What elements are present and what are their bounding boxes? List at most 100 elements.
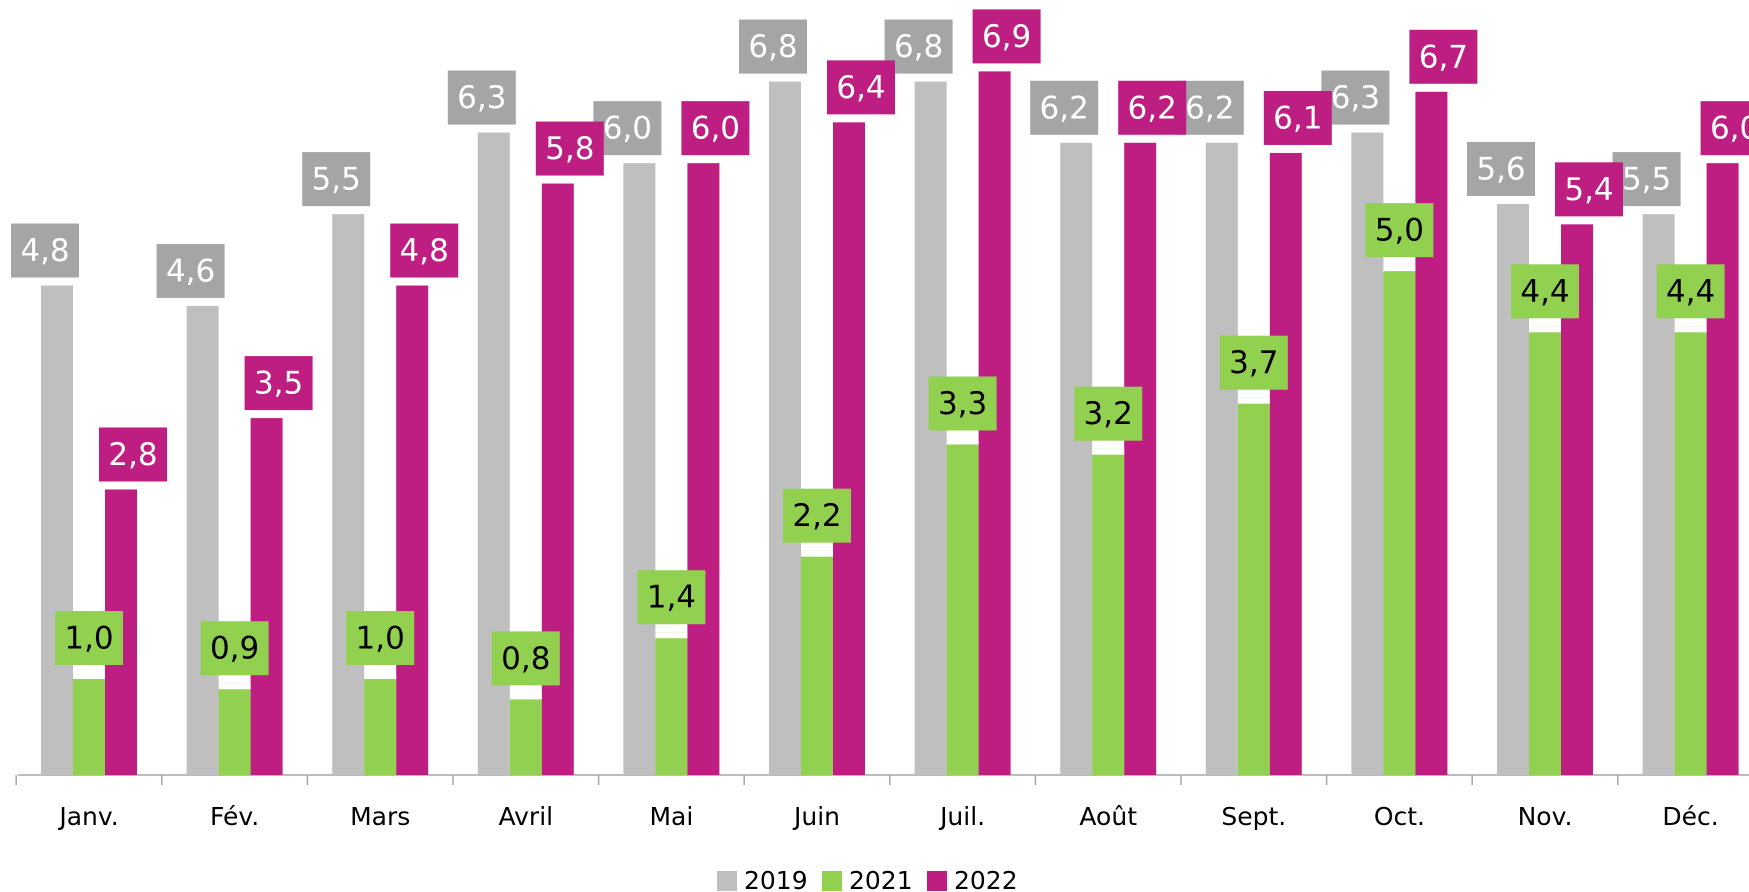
value-label-box: [1467, 141, 1535, 196]
value-label: 5,6: [1476, 151, 1525, 187]
value-label: 4,6: [166, 253, 215, 289]
bar: [687, 163, 720, 775]
value-label-box: [1511, 264, 1579, 319]
bar: [73, 673, 105, 775]
value-label-box: [302, 152, 371, 207]
value-label: 4,4: [1520, 274, 1569, 310]
value-label-box: [390, 223, 459, 278]
bar: [1706, 163, 1739, 775]
value-label: 6,8: [748, 29, 797, 65]
x-tick-label: Nov.: [1518, 802, 1573, 831]
x-tick-label: Oct.: [1374, 802, 1425, 831]
value-label-box: [447, 70, 516, 125]
value-label-box: [593, 101, 662, 156]
value-label: 4,4: [1666, 274, 1715, 310]
value-label: 6,2: [1128, 90, 1177, 126]
x-tick-label: Juil.: [938, 802, 985, 831]
value-label-box: [1555, 162, 1623, 217]
bar: [509, 693, 542, 775]
value-label-box: [1219, 335, 1288, 390]
value-label: 5,4: [1564, 172, 1613, 208]
bar: [364, 673, 397, 775]
value-label-box: [200, 621, 269, 676]
value-label-box: [1118, 80, 1187, 135]
label-gap: [1529, 326, 1561, 333]
bar: [801, 550, 833, 775]
value-label: 6,7: [1419, 39, 1468, 75]
value-label: 5,8: [545, 131, 594, 167]
label-gap: [1092, 448, 1125, 455]
value-label: 2,2: [792, 498, 841, 534]
label-gap: [509, 693, 542, 700]
value-label-box: [1656, 264, 1725, 319]
bar: [1415, 91, 1448, 776]
value-label-box: [972, 9, 1041, 64]
value-label-box: [1612, 152, 1681, 207]
value-label: 6,3: [457, 80, 506, 116]
legend-label: 2019: [744, 866, 808, 892]
x-tick-label: Avril: [498, 802, 553, 831]
bar: [41, 285, 73, 775]
label-gap: [655, 632, 688, 639]
value-label: 1,4: [647, 580, 696, 616]
value-label-box: [1263, 90, 1332, 145]
value-label-box: [1321, 70, 1390, 125]
value-label: 3,7: [1229, 345, 1278, 381]
label-gap: [1237, 397, 1270, 404]
value-label-box: [827, 60, 895, 115]
bar: [250, 418, 283, 775]
bar: [1383, 265, 1416, 775]
value-label: 4,8: [400, 233, 449, 269]
value-label: 3,5: [254, 366, 303, 402]
bar: [1205, 142, 1238, 775]
value-label-box: [783, 488, 851, 543]
value-label: 6,0: [603, 111, 652, 147]
x-tick-label: Mai: [649, 802, 693, 831]
legend-swatch: [927, 871, 947, 891]
value-label: 0,8: [501, 641, 550, 677]
value-label-box: [1030, 80, 1099, 135]
bar: [541, 183, 574, 776]
value-label-box: [346, 611, 415, 666]
bar: [769, 81, 801, 775]
bar: [218, 683, 251, 775]
value-label: 6,8: [894, 29, 943, 65]
value-label: 6,4: [836, 70, 885, 106]
value-label-box: [739, 19, 807, 74]
bar: [946, 438, 979, 775]
label-gap: [364, 673, 397, 680]
label-gap: [946, 438, 979, 445]
label-gap: [1383, 265, 1416, 272]
bar: [1124, 142, 1157, 775]
value-label-box: [99, 427, 167, 482]
value-label: 5,5: [1622, 162, 1671, 198]
x-tick-label: Janv.: [57, 802, 118, 831]
bar: [1269, 152, 1302, 776]
bar: [1060, 142, 1093, 775]
bar: [1237, 397, 1270, 775]
legend-swatch: [822, 871, 842, 891]
value-label: 6,0: [1710, 111, 1749, 147]
x-tick-label: Mars: [350, 802, 410, 831]
bar: [1674, 326, 1707, 775]
value-label: 4,8: [20, 233, 69, 269]
value-label: 3,2: [1084, 396, 1133, 432]
value-label-box: [681, 101, 750, 156]
value-label-box: [491, 631, 560, 686]
value-label-box: [1700, 101, 1749, 156]
label-gap: [801, 550, 833, 557]
label-gap: [73, 673, 105, 680]
value-label: 3,3: [938, 386, 987, 422]
value-label: 6,3: [1331, 80, 1380, 116]
value-label: 6,2: [1040, 90, 1089, 126]
value-label-box: [1409, 29, 1478, 84]
legend-label: 2022: [954, 866, 1018, 892]
bar: [623, 163, 656, 775]
value-label: 0,9: [210, 631, 259, 667]
value-label: 2,8: [108, 437, 157, 473]
value-label: 6,9: [982, 19, 1031, 55]
legend-swatch: [717, 871, 737, 891]
bar: [186, 305, 219, 775]
value-label: 6,1: [1273, 100, 1322, 136]
